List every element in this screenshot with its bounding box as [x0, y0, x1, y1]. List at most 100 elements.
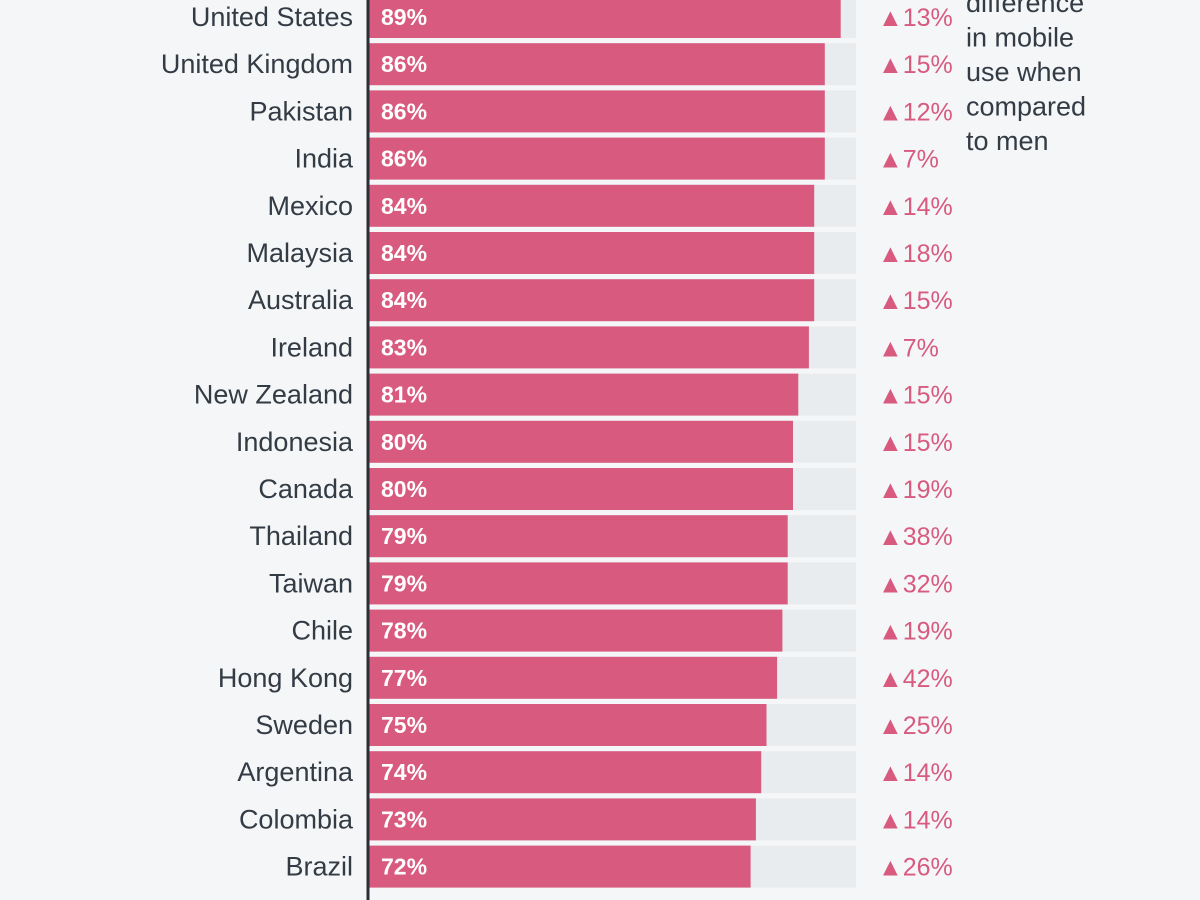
bar — [369, 326, 809, 369]
difference-label: ▲42% — [878, 665, 953, 693]
category-label: Ireland — [270, 332, 353, 362]
category-label: Argentina — [237, 757, 354, 787]
bar — [369, 468, 793, 510]
category-label: Malaysia — [246, 238, 354, 268]
difference-label: ▲14% — [878, 193, 953, 221]
category-label: New Zealand — [194, 380, 353, 410]
category-label: Thailand — [249, 521, 353, 551]
value-label: 80% — [381, 429, 427, 455]
chart-row: Malaysia 84% ▲18% — [246, 232, 953, 274]
category-label: Indonesia — [236, 427, 354, 457]
category-label: Hong Kong — [218, 663, 353, 693]
value-label: 79% — [381, 570, 427, 596]
category-label: Canada — [258, 474, 354, 504]
annotation-line: to men — [966, 126, 1049, 156]
bar — [369, 373, 799, 416]
bar — [369, 137, 825, 180]
difference-label: ▲26% — [878, 854, 953, 882]
chart-rows: United States 89% ▲13% United Kingdom 86% ▲15… — [161, 0, 953, 888]
bar — [369, 704, 767, 746]
category-label: United States — [191, 2, 353, 32]
difference-label: ▲15% — [878, 382, 953, 410]
chart-row: Mexico 84% ▲14% — [267, 184, 953, 227]
category-label: Colombia — [239, 804, 354, 834]
bar — [369, 232, 815, 274]
category-label: United Kingdom — [161, 49, 353, 79]
bar — [369, 656, 778, 699]
difference-annotation: difference in mobile use when compared to me… — [966, 0, 1086, 156]
value-label: 74% — [381, 759, 427, 785]
value-label: 72% — [381, 854, 427, 880]
annotation-line: in mobile — [966, 23, 1074, 53]
value-label: 86% — [381, 98, 427, 124]
value-label: 84% — [381, 240, 427, 266]
chart-row: New Zealand 81% ▲15% — [194, 373, 953, 416]
chart-row: Brazil 72% ▲26% — [285, 845, 953, 888]
chart-row: Taiwan 79% ▲32% — [269, 562, 953, 605]
difference-label: ▲14% — [878, 759, 953, 787]
value-label: 89% — [381, 4, 427, 30]
difference-label: ▲15% — [878, 51, 953, 79]
bar — [369, 279, 815, 322]
bar — [369, 798, 756, 841]
chart-row: India 86% ▲7% — [294, 137, 939, 180]
value-label: 86% — [381, 146, 427, 172]
value-label: 77% — [381, 665, 427, 691]
value-label: 84% — [381, 287, 427, 313]
bar — [369, 0, 841, 38]
difference-label: ▲7% — [878, 334, 939, 362]
difference-label: ▲32% — [878, 570, 953, 598]
category-label: Chile — [291, 616, 353, 646]
chart-row: United States 89% ▲13% — [191, 0, 953, 38]
difference-label: ▲18% — [878, 240, 953, 268]
bar — [369, 609, 783, 652]
bar — [369, 562, 788, 605]
chart-row: Argentina 74% ▲14% — [237, 751, 953, 794]
category-label: India — [294, 144, 354, 174]
difference-label: ▲19% — [878, 618, 953, 646]
difference-label: ▲7% — [878, 146, 939, 174]
category-label: Taiwan — [269, 568, 353, 598]
annotation-line: use when — [966, 57, 1082, 87]
bar — [369, 184, 815, 227]
difference-label: ▲13% — [878, 4, 953, 32]
value-label: 79% — [381, 523, 427, 549]
value-label: 81% — [381, 382, 427, 408]
bar — [369, 43, 825, 86]
annotation-line: difference — [966, 0, 1084, 18]
chart-row: Canada 80% ▲19% — [258, 468, 953, 510]
difference-label: ▲19% — [878, 476, 953, 504]
category-label: Mexico — [267, 191, 353, 221]
category-label: Brazil — [285, 852, 353, 882]
value-label: 83% — [381, 334, 427, 360]
chart-row: Sweden 75% ▲25% — [255, 704, 953, 746]
chart-row: Thailand 79% ▲38% — [249, 515, 953, 558]
annotation-line: compared — [966, 92, 1086, 122]
chart-row: Indonesia 80% ▲15% — [236, 420, 953, 463]
bar — [369, 751, 762, 794]
bar — [369, 515, 788, 558]
category-label: Australia — [248, 285, 354, 315]
value-label: 86% — [381, 51, 427, 77]
value-label: 78% — [381, 618, 427, 644]
difference-label: ▲12% — [878, 98, 953, 126]
value-label: 73% — [381, 806, 427, 832]
category-label: Sweden — [255, 710, 353, 740]
difference-label: ▲15% — [878, 429, 953, 457]
bar — [369, 420, 793, 463]
chart-row: Pakistan 86% ▲12% — [249, 90, 953, 133]
category-label: Pakistan — [249, 96, 353, 126]
value-label: 75% — [381, 712, 427, 738]
chart-row: Hong Kong 77% ▲42% — [218, 656, 953, 699]
value-label: 80% — [381, 476, 427, 502]
chart-row: Ireland 83% ▲7% — [270, 326, 939, 369]
chart-row: Colombia 73% ▲14% — [239, 798, 953, 841]
difference-label: ▲14% — [878, 806, 953, 834]
bar — [369, 845, 751, 888]
difference-label: ▲15% — [878, 287, 953, 315]
chart-row: Chile 78% ▲19% — [291, 609, 953, 652]
chart-row: United Kingdom 86% ▲15% — [161, 43, 953, 86]
difference-label: ▲38% — [878, 523, 953, 551]
value-label: 84% — [381, 193, 427, 219]
